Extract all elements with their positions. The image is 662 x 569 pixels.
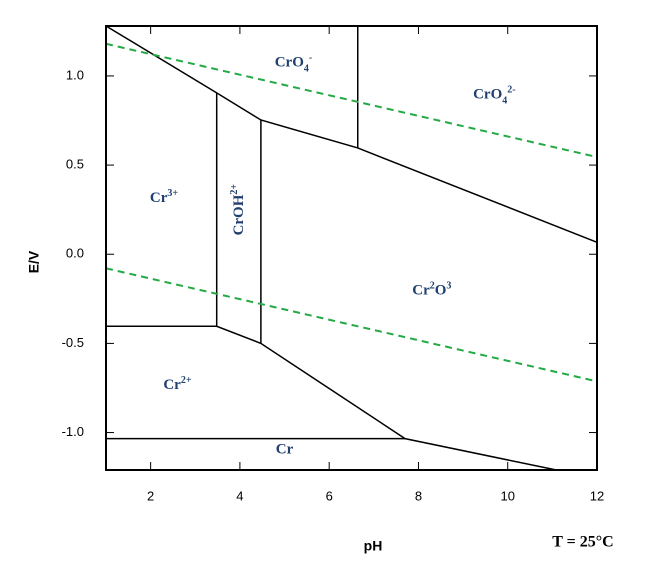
region-label: CrO42- [473,84,516,106]
region-label-part: CrO [473,87,502,103]
y-axis-title: E/V [26,250,42,273]
region-label: CrO4- [275,52,313,74]
region-label-part: Cr [163,378,181,394]
region-label-part: 4 [502,95,507,106]
x-tick-label: 6 [326,488,333,503]
temperature-note: T = 25°C [552,534,613,551]
region-label-part: Cr [150,190,168,206]
region-label-part: 4 [304,63,309,74]
x-tick-label: 12 [590,488,604,503]
y-tick-label: 1.0 [66,67,84,82]
region-label-part: Cr [276,442,294,458]
region-label-part: CrOH [231,194,247,235]
region-label-part: 2- [507,84,515,95]
region-label: Cr2+ [163,375,192,394]
y-tick-label: 0.0 [66,246,84,261]
region-label-part: 2+ [229,184,240,195]
x-tick-label: 10 [500,488,514,503]
region-label-part: CrO [275,55,304,71]
plot-frame [105,25,598,471]
boundary-line [106,325,555,471]
region-label-part: 3 [446,280,451,291]
y-tick-label: 0.5 [66,157,84,172]
y-tick-label: -0.5 [62,335,84,350]
region-label: Cr [276,442,294,458]
region-label-part: O [435,283,447,299]
region-label-part: 2 [430,280,435,291]
x-tick-label: 8 [415,488,422,503]
y-tick-label: -1.0 [62,424,84,439]
x-tick-label: 2 [147,488,154,503]
region-label-part: 3+ [167,188,178,199]
reference-line [105,42,598,159]
region-label-part: 2+ [181,375,192,386]
reference-line [105,267,598,383]
region-label-part: Cr [412,283,430,299]
region-label-part: - [309,52,312,63]
region-label: Cr3+ [150,188,179,207]
boundary-line [105,25,598,243]
x-axis-title: pH [364,538,383,554]
x-tick-label: 4 [236,488,243,503]
region-label: CrOH2+ [229,184,248,236]
region-label: Cr2O3 [412,280,451,299]
